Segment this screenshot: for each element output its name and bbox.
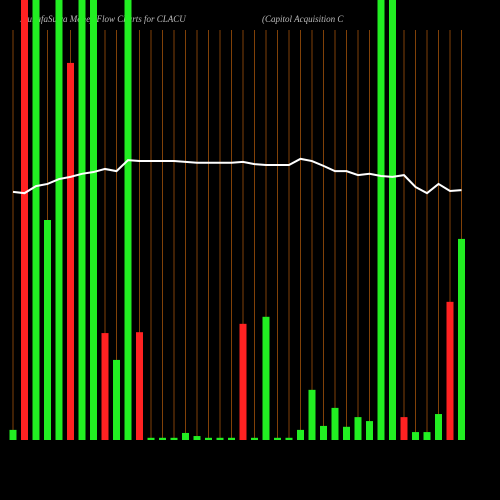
bar xyxy=(354,417,362,440)
bar xyxy=(228,437,235,440)
chart-title: MunafaSutra Money Flow Charts for CLACU xyxy=(19,14,186,24)
bar xyxy=(262,316,270,440)
bar xyxy=(412,432,419,440)
bar xyxy=(182,432,189,440)
bar xyxy=(331,407,339,440)
bar xyxy=(9,429,17,440)
bar xyxy=(159,437,166,440)
bar xyxy=(124,0,132,440)
bar xyxy=(458,238,465,440)
chart-subtitle: (Capitol Acquisition C xyxy=(262,14,344,24)
bar xyxy=(193,436,201,440)
bar xyxy=(113,359,120,440)
bar xyxy=(136,332,143,440)
bar xyxy=(308,389,316,440)
bar xyxy=(297,429,304,440)
bar xyxy=(90,0,97,440)
bar xyxy=(423,432,431,440)
bar xyxy=(147,437,155,440)
bar xyxy=(78,0,86,440)
bar xyxy=(274,437,281,440)
bar xyxy=(67,62,74,441)
bar xyxy=(205,437,212,440)
bar xyxy=(377,0,385,440)
bar xyxy=(320,425,327,440)
bar xyxy=(343,426,350,440)
bar xyxy=(285,437,293,440)
bar xyxy=(170,437,178,440)
line xyxy=(12,157,462,195)
bar xyxy=(446,301,454,440)
bar xyxy=(216,437,224,440)
bar xyxy=(101,333,109,440)
bar xyxy=(435,414,442,440)
bar xyxy=(44,220,51,440)
bar xyxy=(21,0,28,440)
bar xyxy=(400,417,408,440)
bar xyxy=(55,0,63,440)
bar xyxy=(32,0,40,440)
bar xyxy=(389,0,396,440)
bar xyxy=(239,323,247,440)
bar xyxy=(251,437,258,440)
bar xyxy=(366,421,373,440)
